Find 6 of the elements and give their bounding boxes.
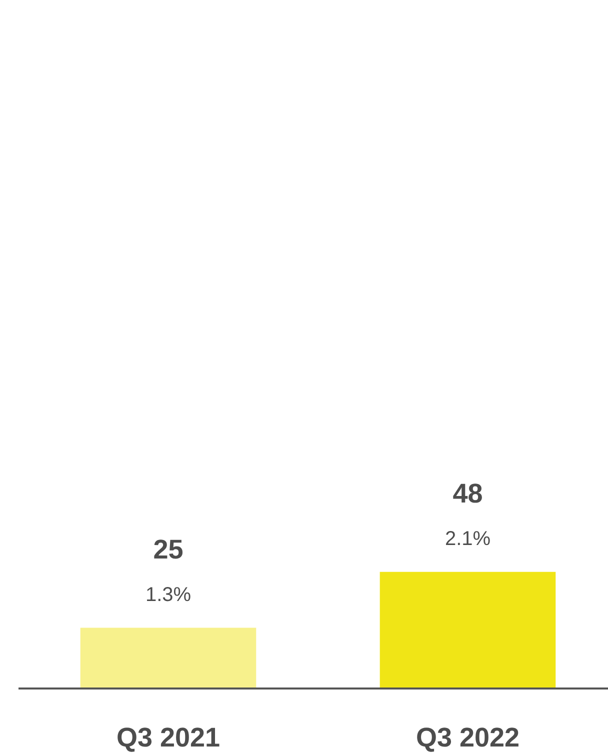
annotation: 2.1%	[444, 528, 491, 550]
x-tick-label: Q3 2021	[116, 722, 220, 752]
x-tick-label: Q3 2022	[416, 722, 520, 752]
data-label: 25	[153, 534, 184, 564]
data-label: 48	[452, 478, 483, 508]
annotation: 1.3%	[145, 584, 192, 606]
